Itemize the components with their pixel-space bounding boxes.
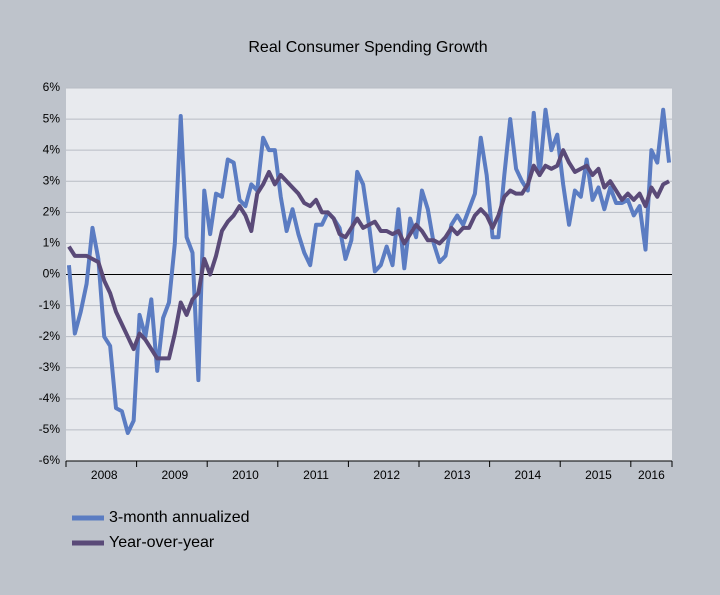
legend-label: 3-month annualized (109, 509, 250, 526)
chart-title: Real Consumer Spending Growth (248, 39, 487, 56)
y-tick-label: -3% (39, 360, 61, 374)
x-tick-label: 2011 (303, 468, 329, 482)
y-tick-label: -6% (39, 453, 61, 467)
x-tick-label: 2008 (91, 468, 118, 482)
y-tick-label: 3% (43, 173, 61, 187)
x-tick-label: 2014 (515, 468, 542, 482)
line-series (67, 148, 670, 361)
x-tick-label: 2009 (161, 468, 188, 482)
x-tick-label: 2010 (232, 468, 259, 482)
x-tick-label: 2013 (444, 468, 471, 482)
y-tick-label: -2% (39, 329, 61, 343)
y-tick-label: 0% (43, 267, 61, 281)
y-tick-label: -4% (39, 391, 61, 405)
x-tick-label: 2012 (373, 468, 400, 482)
x-tick-label: 2016 (638, 468, 665, 482)
y-tick-label: 2% (43, 205, 61, 219)
y-tick-label: -5% (39, 422, 61, 436)
y-tick-label: 6% (43, 80, 61, 94)
y-tick-label: 1% (43, 236, 61, 250)
y-tick-label: 4% (43, 142, 61, 156)
legend-label: Year-over-year (109, 534, 215, 551)
x-tick-label: 2015 (585, 468, 612, 482)
y-tick-label: 5% (43, 111, 61, 125)
y-tick-label: -1% (39, 298, 61, 312)
